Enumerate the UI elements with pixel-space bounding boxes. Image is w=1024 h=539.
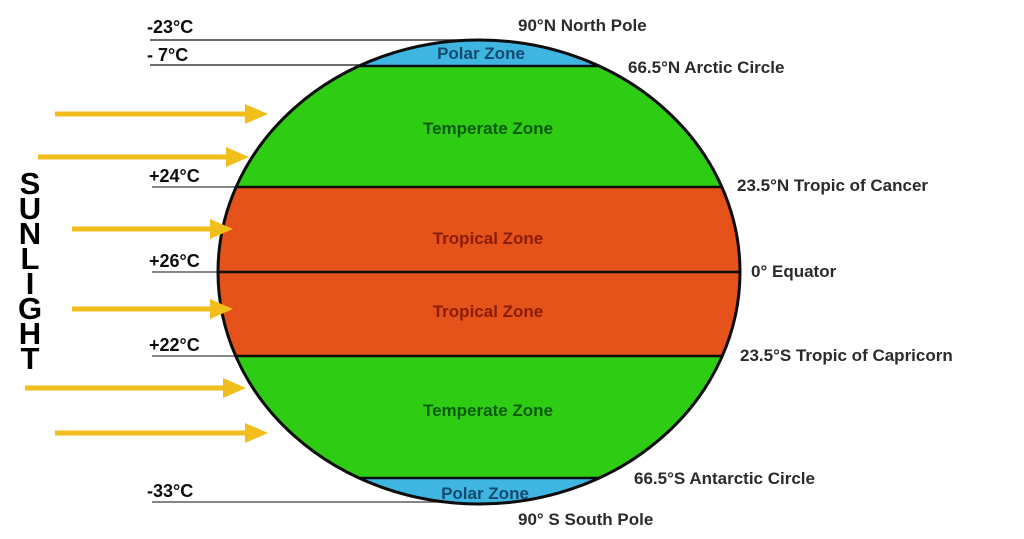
- arrow-head-icon: [245, 104, 268, 124]
- sunlight-letter-i: I: [26, 266, 35, 301]
- sunlight-letter-u: U: [19, 191, 41, 226]
- tropical-zone-north-label: Tropical Zone: [433, 229, 544, 248]
- temp-antarctic: -33°C: [147, 481, 193, 501]
- temperate-zone-south-label: Temperate Zone: [423, 401, 553, 420]
- sunlight-word: S U N L I G H T: [18, 166, 42, 376]
- label-arctic-circle: 66.5°N Arctic Circle: [628, 58, 784, 77]
- label-south-pole: 90° S South Pole: [518, 510, 653, 529]
- sunlight-letter-s: S: [20, 166, 41, 201]
- sunlight-letter-t: T: [21, 341, 40, 376]
- sunlight-arrow-6: [55, 423, 268, 443]
- polar-zone-south-label: Polar Zone: [441, 484, 529, 503]
- temp-equator: +26°C: [149, 251, 200, 271]
- label-north-pole: 90°N North Pole: [518, 16, 647, 35]
- arrow-head-icon: [210, 299, 233, 319]
- temp-north-pole: -23°C: [147, 17, 193, 37]
- sunlight-letter-n: N: [19, 216, 41, 251]
- sunlight-arrow-4: [72, 299, 233, 319]
- sunlight-letter-h: H: [19, 316, 41, 351]
- arrow-head-icon: [245, 423, 268, 443]
- arrow-head-icon: [223, 378, 246, 398]
- label-equator: 0° Equator: [751, 262, 837, 281]
- temp-capricorn: +22°C: [149, 335, 200, 355]
- temp-cancer: +24°C: [149, 166, 200, 186]
- temp-arctic: - 7°C: [147, 45, 188, 65]
- globe-outline: [216, 38, 742, 506]
- temperate-zone-north-label: Temperate Zone: [423, 119, 553, 138]
- sunlight-letter-g: G: [18, 291, 42, 326]
- label-tropic-of-cancer: 23.5°N Tropic of Cancer: [737, 176, 928, 195]
- label-tropic-of-capricorn: 23.5°S Tropic of Capricorn: [740, 346, 953, 365]
- sunlight-letter-l: L: [21, 241, 40, 276]
- sunlight-arrow-1: [55, 104, 268, 124]
- arrow-head-icon: [210, 219, 233, 239]
- sunlight-arrow-5: [25, 378, 246, 398]
- tropical-zone-south-label: Tropical Zone: [433, 302, 544, 321]
- globe: [216, 38, 742, 506]
- label-antarctic-circle: 66.5°S Antarctic Circle: [634, 469, 815, 488]
- arrow-head-icon: [226, 147, 249, 167]
- sunlight-arrow-3: [72, 219, 233, 239]
- sunlight-arrow-2: [38, 147, 249, 167]
- polar-zone-north-label: Polar Zone: [437, 44, 525, 63]
